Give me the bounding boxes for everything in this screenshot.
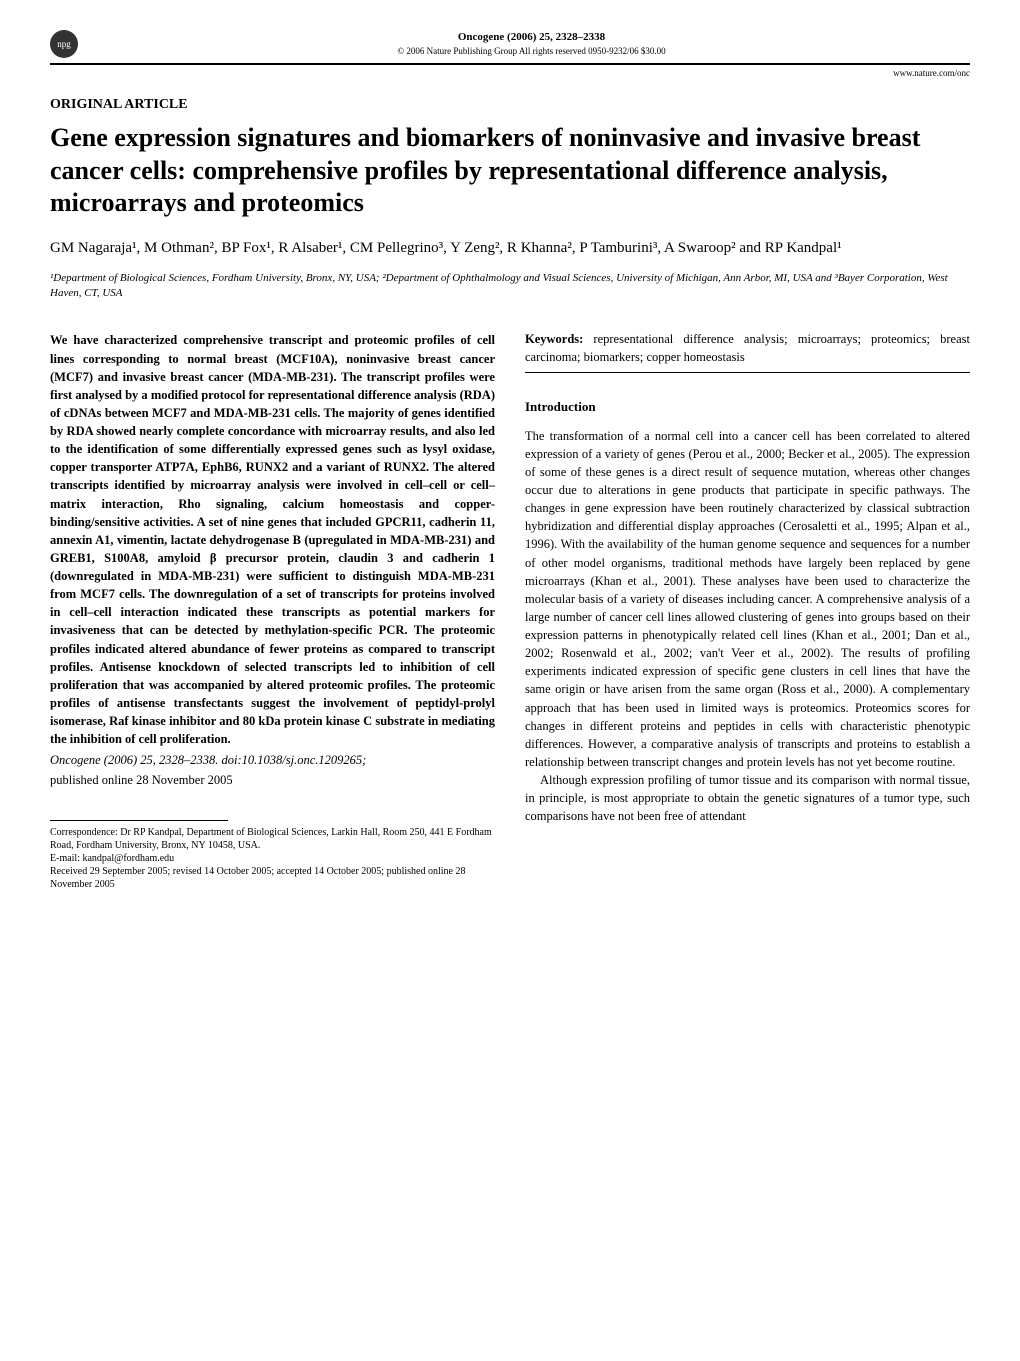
- affiliations: ¹Department of Biological Sciences, Ford…: [50, 271, 970, 302]
- keywords-text: representational difference analysis; mi…: [525, 332, 970, 364]
- logo-text: npg: [57, 38, 71, 51]
- article-title: Gene expression signatures and biomarker…: [50, 122, 970, 220]
- journal-title: Oncogene (2006) 25, 2328–2338: [93, 30, 970, 45]
- introduction-body: The transformation of a normal cell into…: [525, 427, 970, 826]
- abstract-block: We have characterized comprehensive tran…: [50, 331, 495, 789]
- introduction-para-1: The transformation of a normal cell into…: [525, 427, 970, 771]
- article-type: ORIGINAL ARTICLE: [50, 95, 970, 115]
- left-column: We have characterized comprehensive tran…: [50, 331, 495, 890]
- page-header: npg Oncogene (2006) 25, 2328–2338 © 2006…: [50, 30, 970, 58]
- journal-info-block: Oncogene (2006) 25, 2328–2338 © 2006 Nat…: [93, 30, 970, 58]
- correspondence-email: E-mail: kandpal@fordham.edu: [50, 852, 495, 865]
- right-column: Keywords: representational difference an…: [525, 331, 970, 890]
- author-list: GM Nagaraja¹, M Othman², BP Fox¹, R Alsa…: [50, 238, 970, 259]
- copyright-line: © 2006 Nature Publishing Group All right…: [93, 45, 970, 58]
- footnote-divider: [50, 820, 228, 821]
- keywords-divider: [525, 372, 970, 373]
- introduction-heading: Introduction: [525, 398, 970, 416]
- journal-url: www.nature.com/onc: [50, 63, 970, 80]
- keywords-label: Keywords:: [525, 332, 583, 346]
- publisher-logo: npg: [50, 30, 78, 58]
- keywords-block: Keywords: representational difference an…: [525, 331, 970, 373]
- received-dates: Received 29 September 2005; revised 14 O…: [50, 865, 495, 891]
- abstract-citation: Oncogene (2006) 25, 2328–2338. doi:10.10…: [50, 751, 495, 769]
- introduction-para-2: Although expression profiling of tumor t…: [525, 771, 970, 825]
- two-column-layout: We have characterized comprehensive tran…: [50, 331, 970, 890]
- abstract-published-date: published online 28 November 2005: [50, 771, 495, 789]
- footnote-block: Correspondence: Dr RP Kandpal, Departmen…: [50, 826, 495, 891]
- abstract-text: We have characterized comprehensive tran…: [50, 333, 495, 746]
- correspondence-text: Correspondence: Dr RP Kandpal, Departmen…: [50, 826, 495, 852]
